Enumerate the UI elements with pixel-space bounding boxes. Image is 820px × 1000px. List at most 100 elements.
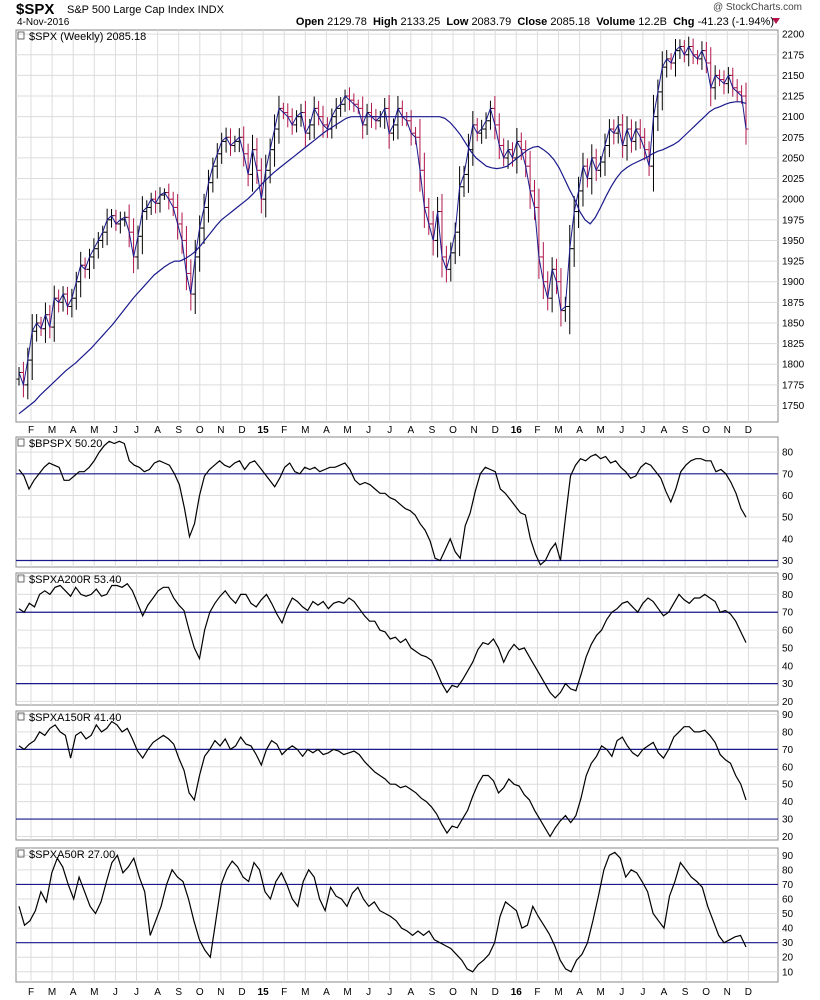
y-tick-label: 70	[782, 745, 794, 756]
y-tick-label: 30	[782, 815, 794, 826]
y-tick-label: 50	[782, 513, 794, 524]
legend-square-icon	[17, 712, 25, 721]
x-axis-label-top: F	[28, 425, 34, 436]
x-axis-label-top: N	[470, 425, 477, 436]
x-axis-label-top: M	[48, 425, 56, 436]
x-axis-label-bottom: O	[196, 987, 204, 998]
x-axis-label-bottom: 15	[258, 987, 270, 998]
x-axis-label-top: A	[154, 425, 161, 436]
panel-frame	[15, 29, 779, 423]
x-axis-label-top: A	[661, 425, 668, 436]
y-tick-label: 90	[782, 851, 794, 862]
x-axis-label-bottom: O	[702, 987, 710, 998]
x-axis-label-bottom: N	[724, 987, 731, 998]
y-tick-label: 70	[782, 880, 794, 891]
legend-square-icon	[17, 574, 25, 583]
x-axis-label-bottom: 16	[511, 987, 523, 998]
volume-label: Volume	[596, 16, 636, 28]
x-axis-label-top: 16	[511, 425, 523, 436]
x-axis-label-bottom: O	[449, 987, 457, 998]
x-axis-label-bottom: S	[175, 987, 182, 998]
symbol-description: S&P 500 Large Cap Index INDX	[67, 4, 224, 16]
x-axis-label-bottom: A	[661, 987, 668, 998]
x-axis-label-top: A	[407, 425, 414, 436]
y-tick-label: 1900	[782, 277, 805, 288]
y-tick-label: 40	[782, 661, 794, 672]
x-axis-label-bottom: J	[134, 987, 139, 998]
x-axis-label-bottom: F	[28, 987, 34, 998]
y-tick-label: 2000	[782, 195, 805, 206]
x-axis-label-bottom: A	[70, 987, 77, 998]
legend-square-icon	[17, 849, 25, 858]
x-axis-label-top: J	[113, 425, 118, 436]
panel-legend: $SPXA200R 53.40	[29, 574, 121, 586]
panel-legend: $SPXA150R 41.40	[29, 712, 121, 724]
x-axis-label-bottom: J	[640, 987, 645, 998]
y-tick-label: 1800	[782, 360, 805, 371]
x-axis-label-top: S	[682, 425, 689, 436]
y-tick-label: 2050	[782, 153, 805, 164]
x-axis-label-top: O	[196, 425, 204, 436]
x-axis-label-top: J	[387, 425, 392, 436]
indicator-line	[18, 851, 747, 973]
y-tick-label: 2100	[782, 112, 805, 123]
y-tick-label: 70	[782, 608, 794, 619]
x-axis-label-top: J	[640, 425, 645, 436]
x-axis-label-top: J	[366, 425, 371, 436]
down-arrow-icon	[772, 18, 780, 24]
panel-indicator-3	[15, 710, 779, 841]
panel-legend: $BPSPX 50.20	[29, 438, 102, 450]
x-axis-label-bottom: S	[429, 987, 436, 998]
panel-indicator-2	[15, 572, 779, 706]
x-axis-label-top: O	[702, 425, 710, 436]
y-tick-label: 1925	[782, 257, 805, 268]
x-axis-label-bottom: J	[366, 987, 371, 998]
y-tick-label: 50	[782, 643, 794, 654]
close-value: 2085.18	[550, 16, 591, 28]
x-axis-label-top: D	[745, 425, 752, 436]
volume-value: 12.2B	[638, 16, 667, 28]
y-tick-label: 30	[782, 556, 794, 567]
y-tick-label: 50	[782, 780, 794, 791]
x-axis-label-top: M	[597, 425, 605, 436]
close-label: Close	[517, 16, 548, 28]
y-tick-label: 90	[782, 710, 794, 721]
ohlc-readout: Open 2129.78 High 2133.25 Low 2083.79 Cl…	[296, 16, 774, 28]
symbol-title: $SPX	[16, 1, 55, 18]
y-tick-label: 1775	[782, 380, 805, 391]
x-axis-label-top: F	[534, 425, 540, 436]
y-tick-label: 80	[782, 865, 794, 876]
x-axis-label-bottom: M	[597, 987, 605, 998]
indicator-line	[18, 720, 747, 838]
x-axis-label-bottom: A	[576, 987, 583, 998]
panel-price	[15, 29, 779, 423]
y-tick-label: 2150	[782, 71, 805, 82]
x-axis-label-top: F	[281, 425, 287, 436]
y-tick-label: 80	[782, 448, 794, 459]
low-label: Low	[446, 16, 469, 28]
x-axis-label-bottom: J	[387, 987, 392, 998]
y-tick-label: 1975	[782, 215, 805, 226]
y-tick-label: 30	[782, 938, 794, 949]
change-value: -41.23 (-1.94%)	[697, 16, 774, 28]
x-axis-label-bottom: M	[554, 987, 562, 998]
y-tick-label: 1850	[782, 318, 805, 329]
chart-date: 4-Nov-2016	[17, 17, 70, 28]
x-axis-label-bottom: D	[745, 987, 752, 998]
open-value: 2129.78	[327, 16, 367, 28]
x-axis-label-top: A	[323, 425, 330, 436]
x-axis-label-bottom: M	[343, 987, 351, 998]
y-tick-label: 60	[782, 762, 794, 773]
x-axis-label-top: J	[134, 425, 139, 436]
y-tick-label: 60	[782, 491, 794, 502]
x-axis-label-top: M	[90, 425, 98, 436]
x-axis-label-bottom: J	[113, 987, 118, 998]
y-tick-label: 80	[782, 727, 794, 738]
x-axis-label-top: A	[70, 425, 77, 436]
x-axis-label-bottom: M	[90, 987, 98, 998]
x-axis-label-bottom: M	[301, 987, 309, 998]
indicator-line	[18, 582, 747, 699]
x-axis-label-top: J	[619, 425, 624, 436]
legend-square-icon	[17, 438, 25, 447]
